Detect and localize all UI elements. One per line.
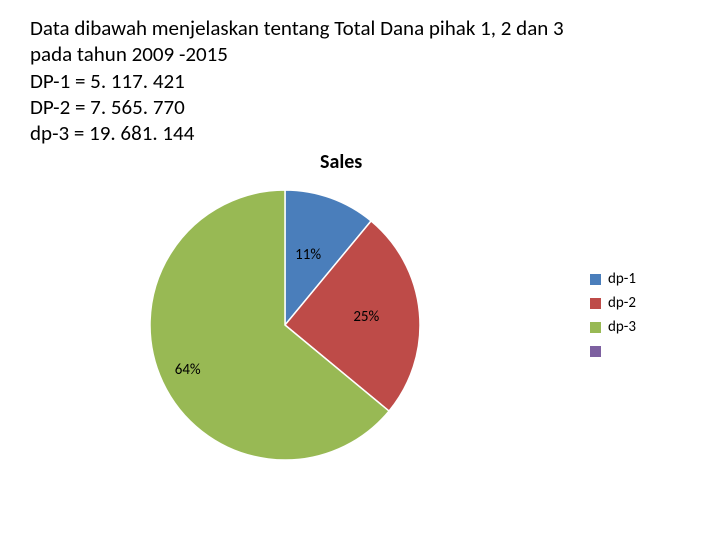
legend-label: dp-1 — [608, 270, 636, 288]
text-line-3: DP-1 = 5. 117. 421 — [30, 68, 690, 94]
slide: Data dibawah menjelaskan tentang Total D… — [0, 0, 720, 540]
chart-title: Sales — [320, 150, 362, 174]
text-line-2: pada tahun 2009 -2015 — [30, 41, 690, 67]
legend-item-dp-3: dp-3 — [590, 318, 636, 336]
legend-swatch — [590, 274, 601, 285]
legend-swatch — [590, 322, 601, 333]
data-label-dp-1: 11% — [295, 246, 321, 264]
legend-swatch — [590, 346, 601, 357]
description-text: Data dibawah menjelaskan tentang Total D… — [30, 15, 690, 146]
data-label-dp-3: 64% — [175, 361, 201, 379]
legend-label: dp-2 — [608, 294, 636, 312]
text-line-4: DP-2 = 7. 565. 770 — [30, 94, 690, 120]
legend-swatch — [590, 298, 601, 309]
pie-chart: Sales 11% 25% 64% dp-1 dp-2 dp-3 — [0, 150, 720, 530]
pie-svg — [150, 190, 420, 460]
data-label-dp-2: 25% — [353, 308, 379, 326]
legend: dp-1 dp-2 dp-3 — [590, 270, 636, 366]
text-line-5: dp-3 = 19. 681. 144 — [30, 120, 690, 146]
legend-label: dp-3 — [608, 318, 636, 336]
legend-item-blank-3 — [590, 342, 636, 360]
text-line-1: Data dibawah menjelaskan tentang Total D… — [30, 15, 690, 41]
legend-item-dp-1: dp-1 — [590, 270, 636, 288]
pie-container — [150, 190, 420, 460]
legend-item-dp-2: dp-2 — [590, 294, 636, 312]
